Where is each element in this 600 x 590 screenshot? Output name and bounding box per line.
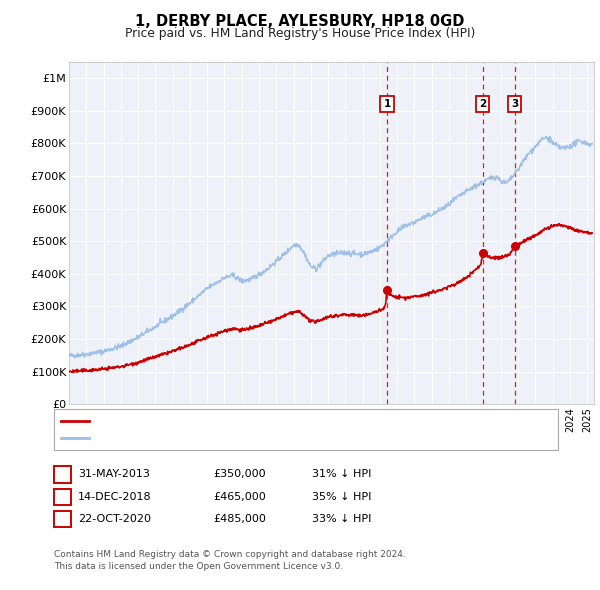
Text: £485,000: £485,000	[213, 514, 266, 524]
Text: 2: 2	[479, 99, 487, 109]
Text: 3: 3	[58, 513, 67, 526]
Text: 1, DERBY PLACE, AYLESBURY, HP18 0GD: 1, DERBY PLACE, AYLESBURY, HP18 0GD	[136, 14, 464, 30]
Text: 14-DEC-2018: 14-DEC-2018	[78, 492, 152, 502]
Text: 2: 2	[58, 490, 67, 503]
Text: 1: 1	[58, 468, 67, 481]
Text: £465,000: £465,000	[213, 492, 266, 502]
Text: 33% ↓ HPI: 33% ↓ HPI	[312, 514, 371, 524]
Text: Contains HM Land Registry data © Crown copyright and database right 2024.
This d: Contains HM Land Registry data © Crown c…	[54, 550, 406, 571]
Text: 3: 3	[511, 99, 518, 109]
Text: 22-OCT-2020: 22-OCT-2020	[78, 514, 151, 524]
Text: 31% ↓ HPI: 31% ↓ HPI	[312, 470, 371, 479]
Text: 35% ↓ HPI: 35% ↓ HPI	[312, 492, 371, 502]
Text: 1: 1	[383, 99, 391, 109]
Text: 31-MAY-2013: 31-MAY-2013	[78, 470, 150, 479]
Text: Price paid vs. HM Land Registry's House Price Index (HPI): Price paid vs. HM Land Registry's House …	[125, 27, 475, 40]
Text: 1, DERBY PLACE, AYLESBURY, HP18 0GD (detached house): 1, DERBY PLACE, AYLESBURY, HP18 0GD (det…	[94, 416, 413, 426]
Text: HPI: Average price, detached house, Buckinghamshire: HPI: Average price, detached house, Buck…	[94, 433, 391, 443]
Text: £350,000: £350,000	[213, 470, 266, 479]
